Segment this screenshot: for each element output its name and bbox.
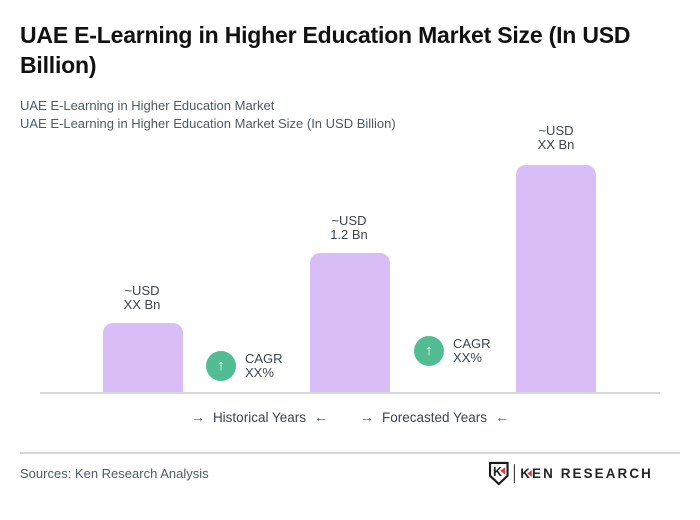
legend-label-historical: Historical Years xyxy=(212,409,306,425)
subtitle-line-1: UAE E-Learning in Higher Education Marke… xyxy=(20,98,275,113)
arrow-right-icon: → xyxy=(359,409,374,425)
bar-historical-end xyxy=(310,253,390,393)
legend-label-forecasted: Forecasted Years xyxy=(381,409,488,425)
bar-historical-start xyxy=(103,323,183,393)
arrow-left-icon: ← xyxy=(313,409,328,425)
legend-historical-years: → Historical Years ← xyxy=(191,409,328,425)
arrow-left-icon: ← xyxy=(495,409,510,425)
page-title: UAE E-Learning in Higher Education Marke… xyxy=(20,22,631,78)
bar-value-label: ~USD 1.2 Bn xyxy=(330,213,368,242)
logo-red-triangle xyxy=(500,467,506,475)
cagr-annotation-forecast: ↑ CAGR XX% xyxy=(414,336,491,366)
subtitle-line-2: UAE E-Learning in Higher Education Marke… xyxy=(20,116,396,131)
logo-wordmark: KEN RESEARCH xyxy=(520,466,653,481)
bar-value-label: ~USD XX Bn xyxy=(123,283,161,312)
arrow-right-icon: → xyxy=(190,409,205,425)
growth-up-icon: ↑ xyxy=(206,351,236,381)
cagr-label: CAGR XX% xyxy=(245,350,283,380)
up-arrow-glyph: ↑ xyxy=(425,341,433,359)
sources-note: Sources: Ken Research Analysis xyxy=(20,466,209,481)
footer-divider xyxy=(20,452,680,454)
chart-subtitle: UAE E-Learning in Higher Education Marke… xyxy=(20,97,396,133)
ken-research-logo: K KEN RESEARCH xyxy=(488,461,653,486)
legend-forecasted-years: → Forecasted Years ← xyxy=(360,409,509,425)
x-axis-group-legend: → Historical Years ← → Forecasted Years … xyxy=(40,409,660,425)
cagr-annotation-historical: ↑ CAGR XX% xyxy=(206,351,283,381)
bar-value-label: ~USD XX Bn xyxy=(537,123,575,152)
logo-wordmark-red-triangle xyxy=(527,470,532,477)
svg-text:K: K xyxy=(493,465,502,479)
ken-research-shield-icon: K xyxy=(488,461,509,486)
growth-up-icon: ↑ xyxy=(414,336,444,366)
x-axis-line xyxy=(40,392,660,394)
up-arrow-glyph: ↑ xyxy=(217,356,225,374)
bar-forecast xyxy=(516,165,596,393)
cagr-label: CAGR XX% xyxy=(453,335,491,365)
